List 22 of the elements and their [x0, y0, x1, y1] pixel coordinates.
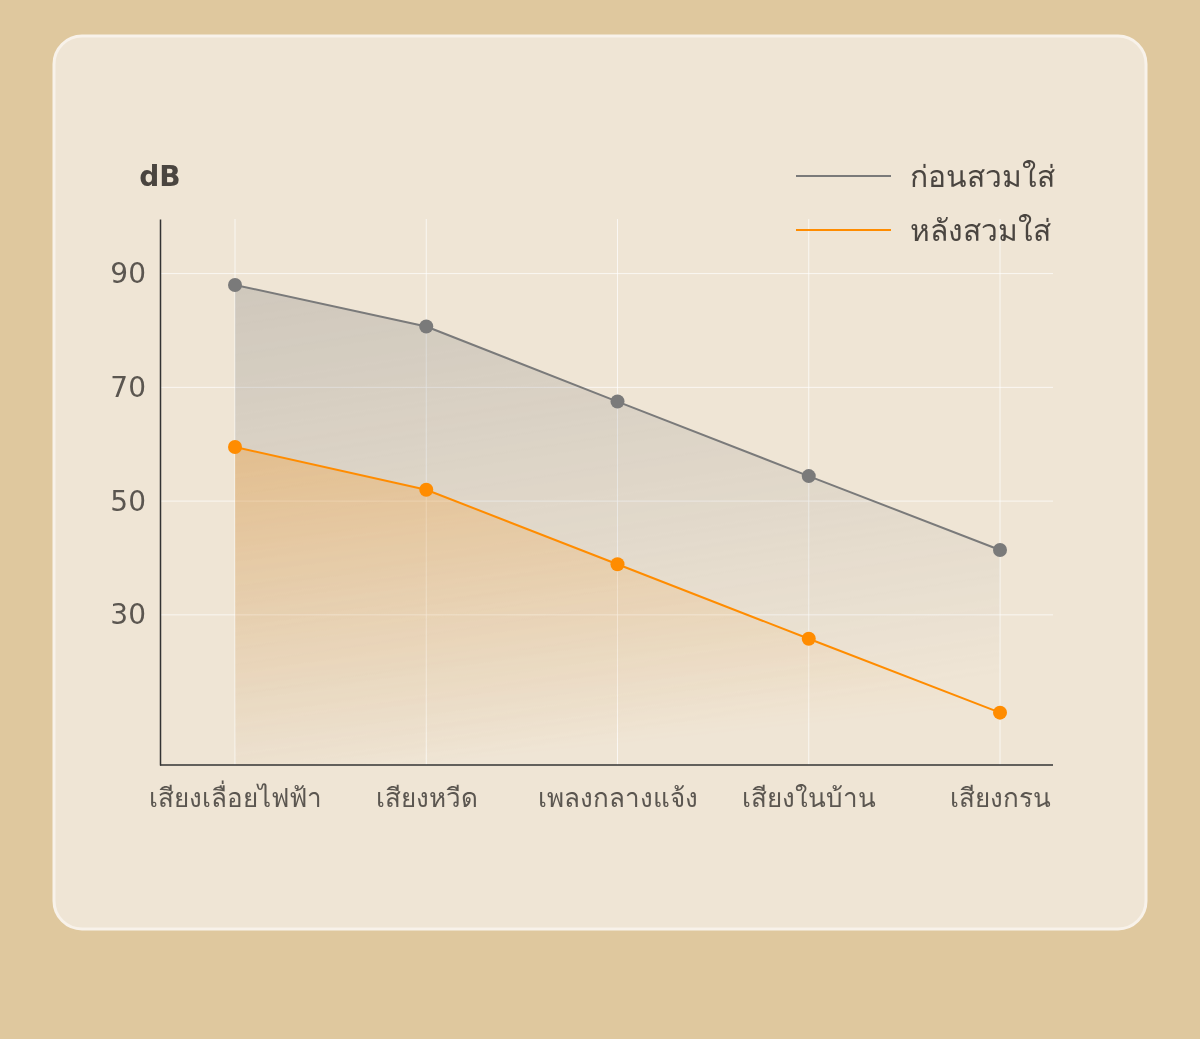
y-tick-label: 90	[110, 257, 146, 291]
legend-label: หลังสวมใส่	[910, 212, 1051, 248]
legend-label: ก่อนสวมใส่	[910, 158, 1055, 194]
x-tick-label: เสียงหวีด	[375, 783, 478, 814]
point	[801, 631, 816, 646]
point	[993, 543, 1007, 558]
point	[228, 277, 242, 292]
x-tick-label: เพลงกลางแจ้ง	[538, 783, 698, 814]
point	[419, 319, 434, 334]
x-tick-label: เสียงในบ้าน	[742, 783, 877, 814]
y-tick-label: 50	[110, 484, 146, 518]
point	[419, 482, 434, 497]
point	[228, 440, 242, 455]
x-tick-label: เสียงเลื่อยไฟฟ้า	[149, 780, 322, 814]
point	[801, 469, 816, 484]
y-tick-label: 30	[110, 598, 146, 632]
point	[610, 557, 625, 572]
y-tick-label: 70	[110, 370, 146, 404]
point	[993, 705, 1007, 720]
point	[610, 394, 625, 409]
y-axis-title: dB	[139, 159, 181, 193]
x-tick-label: เสียงกรน	[950, 783, 1051, 814]
